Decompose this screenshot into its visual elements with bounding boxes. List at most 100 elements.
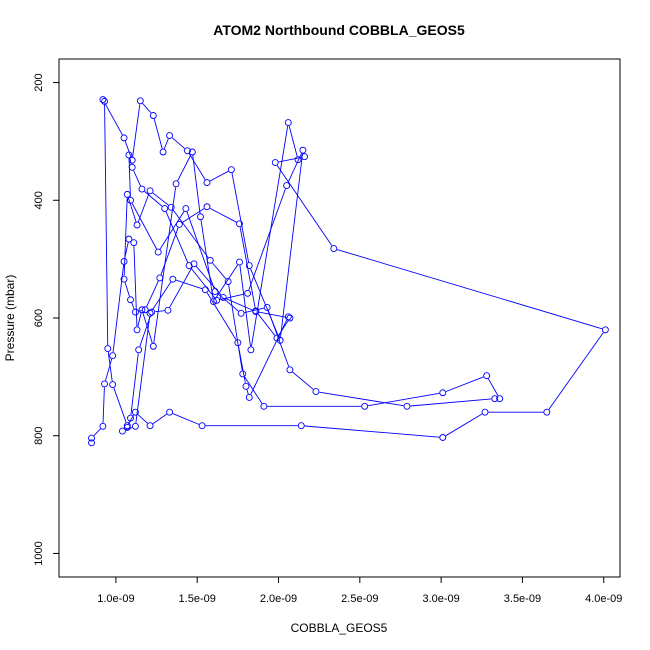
series-segment <box>250 319 288 395</box>
series-segment <box>231 173 250 263</box>
data-point <box>301 153 308 161</box>
series-segment <box>169 266 193 308</box>
data-point <box>496 395 504 403</box>
data-point <box>234 339 242 347</box>
series-segment <box>160 227 179 275</box>
data-point <box>284 119 292 127</box>
series-segment <box>177 154 192 181</box>
series-segment <box>133 246 138 327</box>
data-point <box>149 112 157 119</box>
series-segment <box>226 298 253 311</box>
series-segment <box>146 280 159 307</box>
y-tick-label: 800 <box>33 427 45 445</box>
data-point <box>146 422 154 430</box>
series-segment <box>276 165 333 246</box>
data-point <box>182 205 190 212</box>
data-point <box>167 203 175 211</box>
series-segment <box>304 425 440 438</box>
data-point <box>128 163 136 171</box>
series-segment <box>128 158 131 197</box>
data-point <box>210 298 217 305</box>
x-tick-label: 3.5e-09 <box>504 593 541 605</box>
series-segment <box>104 102 123 136</box>
series-segment <box>137 193 150 222</box>
data-point <box>543 408 551 416</box>
y-tick-label: 400 <box>33 191 45 209</box>
data-point <box>211 288 219 295</box>
data-point <box>203 179 211 187</box>
data-point <box>166 408 174 416</box>
series-segment <box>93 428 101 436</box>
series-segment <box>212 262 227 280</box>
series-segment <box>153 118 163 149</box>
data-point <box>439 434 447 441</box>
series-segment <box>142 103 152 114</box>
series-segment <box>133 170 141 187</box>
data-point <box>297 422 305 430</box>
data-point <box>245 394 253 401</box>
data-point <box>286 314 294 322</box>
series-segment <box>228 284 243 371</box>
data-point <box>284 313 292 321</box>
series-segment <box>209 170 229 182</box>
y-tick-label: 600 <box>33 309 45 327</box>
data-point <box>127 414 134 422</box>
data-point <box>101 97 108 105</box>
series-segment <box>113 387 127 423</box>
series-segment <box>107 352 113 382</box>
series-segment <box>206 292 237 340</box>
data-point <box>131 422 139 430</box>
data-point <box>236 258 243 266</box>
series-segment <box>131 302 135 310</box>
series-segment <box>124 282 130 297</box>
data-point <box>125 235 133 243</box>
series-segment <box>292 371 314 390</box>
data-point <box>127 296 134 304</box>
data-point <box>146 187 154 195</box>
data-point <box>198 422 206 430</box>
series-segment <box>188 153 206 180</box>
series-segment <box>124 141 132 158</box>
series-segment <box>130 353 139 415</box>
data-point <box>361 402 369 410</box>
series-segment <box>195 266 222 296</box>
x-axis: 1.0e-09 1.5e-09 2.0e-09 2.5e-09 3.0e-09 3.5e-… <box>97 576 622 605</box>
data-point <box>227 166 235 174</box>
x-tick-label: 1.0e-09 <box>97 593 134 605</box>
data-point <box>146 309 154 317</box>
x-tick-label: 4.0e-09 <box>585 593 622 605</box>
data-point <box>185 262 193 270</box>
data-point <box>148 308 156 316</box>
series-segment <box>287 153 302 183</box>
data-point <box>159 148 167 156</box>
series-segment <box>135 316 151 423</box>
series-segment <box>186 211 215 289</box>
data-point <box>242 382 250 390</box>
series-segment <box>176 279 203 290</box>
data-point <box>201 286 209 294</box>
series-segment <box>165 211 189 263</box>
series-segment <box>244 376 263 404</box>
data-point <box>175 220 183 228</box>
data-point <box>169 275 177 283</box>
data-point <box>130 239 138 247</box>
data-point <box>156 274 164 282</box>
data-point <box>294 156 302 164</box>
x-tick-label: 2.0e-09 <box>260 593 297 605</box>
series-segment <box>152 413 167 425</box>
series-0 <box>88 96 609 447</box>
series-segment <box>171 137 186 149</box>
data-point <box>104 345 112 353</box>
series-segment <box>152 192 169 206</box>
data-point <box>197 213 204 221</box>
data-point <box>219 293 227 301</box>
series-segment <box>548 332 604 410</box>
series-segment <box>445 376 484 392</box>
data-point <box>403 402 411 410</box>
series-segment <box>445 413 483 437</box>
data-point <box>263 303 271 311</box>
series-segment <box>163 138 169 149</box>
series-segment <box>244 307 264 313</box>
series-segment <box>246 389 249 395</box>
